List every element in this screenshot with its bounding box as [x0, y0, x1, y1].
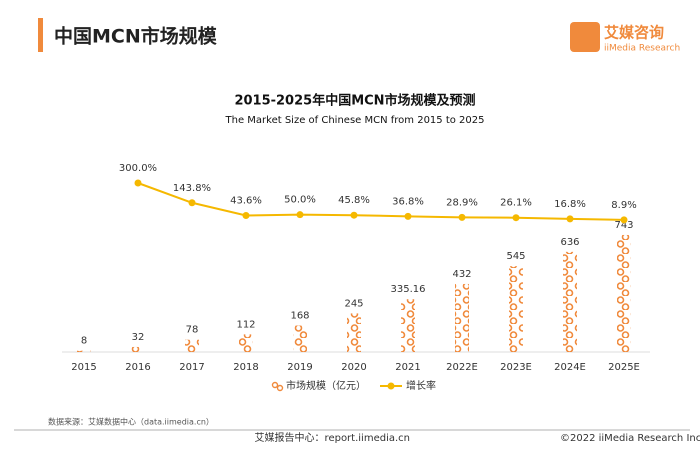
legend-icon	[276, 384, 284, 392]
legend-label: 增长率	[406, 379, 436, 392]
growth-point	[566, 215, 574, 223]
legend-icon	[387, 382, 395, 390]
growth-point	[242, 211, 250, 219]
growth-label: 43.6%	[230, 195, 262, 206]
logo-icon	[570, 22, 600, 52]
growth-point	[350, 211, 358, 219]
growth-point	[404, 212, 412, 220]
x-tick-label: 2018	[233, 362, 258, 373]
growth-label: 16.8%	[554, 199, 586, 210]
growth-line	[137, 182, 625, 221]
bar-label: 78	[186, 325, 199, 336]
x-tick-label: 2016	[125, 362, 150, 373]
bar	[563, 251, 577, 352]
bar-label: 432	[452, 269, 471, 280]
x-tick-label: 2025E	[608, 362, 640, 373]
x-tick-label: 2022E	[446, 362, 478, 373]
header-title: 中国MCN市场规模	[54, 25, 218, 48]
growth-point	[512, 214, 520, 222]
bar-label: 545	[506, 251, 525, 262]
bar	[347, 313, 361, 352]
x-tick-label: 2023E	[500, 362, 532, 373]
x-tick-label: 2017	[179, 362, 204, 373]
x-tick-label: 2019	[287, 362, 312, 373]
growth-point	[296, 211, 304, 219]
x-tick-label: 2021	[395, 362, 420, 373]
bar-label: 245	[344, 298, 363, 309]
bar-label: 32	[132, 332, 145, 343]
growth-label: 300.0%	[119, 163, 157, 174]
bar-label: 743	[614, 220, 633, 231]
footer-site: 艾媒报告中心：report.iimedia.cn	[255, 431, 410, 444]
bar	[293, 325, 307, 352]
growth-point	[458, 213, 466, 221]
growth-point	[188, 199, 196, 207]
footer-copyright: ©2022 iiMedia Research Inc	[560, 433, 700, 444]
bar-label: 112	[236, 319, 255, 330]
legend-icon	[271, 381, 279, 389]
bar	[131, 346, 145, 352]
x-tick-label: 2015	[71, 362, 96, 373]
growth-point	[134, 179, 142, 187]
growth-label: 143.8%	[173, 183, 211, 194]
bar	[185, 339, 199, 352]
growth-point	[620, 216, 628, 224]
bar-label: 8	[81, 336, 87, 347]
chart-title: 2015-2025年中国MCN市场规模及预测	[234, 93, 475, 109]
chart-subtitle: The Market Size of Chinese MCN from 2015…	[225, 115, 485, 126]
growth-label: 45.8%	[338, 195, 370, 206]
bar	[239, 334, 253, 352]
logo-sub: iiMedia Research	[604, 44, 680, 54]
growth-label: 8.9%	[611, 200, 636, 211]
x-tick-label: 2020	[341, 362, 366, 373]
logo-text: 艾媒咨询	[604, 24, 664, 42]
bar	[455, 283, 469, 352]
growth-label: 36.8%	[392, 196, 424, 207]
bar-label: 168	[290, 311, 309, 322]
growth-label: 26.1%	[500, 198, 532, 209]
x-tick-label: 2024E	[554, 362, 586, 373]
growth-label: 28.9%	[446, 197, 478, 208]
header-accent	[38, 18, 43, 52]
bar	[401, 299, 415, 352]
source: 数据来源：艾媒数据中心（data.iimedia.cn）	[48, 417, 214, 427]
bar	[617, 234, 631, 352]
bar-label: 636	[560, 237, 579, 248]
bar	[509, 266, 523, 352]
legend-label: 市场规模（亿元）	[286, 379, 366, 392]
bar	[77, 350, 91, 352]
bar-label: 335.16	[391, 284, 426, 295]
growth-label: 50.0%	[284, 195, 316, 206]
